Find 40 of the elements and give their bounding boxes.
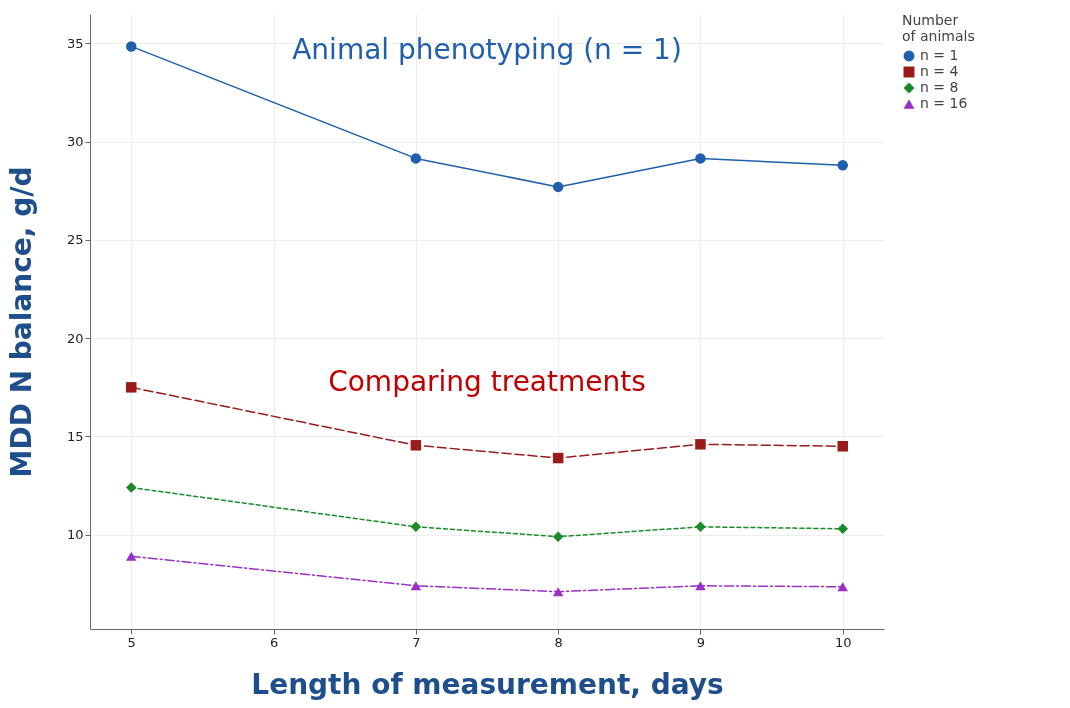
y-tick-label: 20: [66, 330, 84, 346]
annotation: Animal phenotyping (n = 1): [292, 32, 682, 66]
x-tick-label: 5: [127, 634, 136, 650]
y-tick-label: 10: [66, 527, 84, 543]
x-tick-label: 10: [834, 634, 852, 650]
y-tick-label: 30: [66, 134, 84, 150]
point: [837, 441, 848, 452]
x-tick-label: 9: [696, 634, 706, 650]
annotation: Comparing treatments: [328, 365, 646, 398]
legend-label: n = 4: [920, 63, 959, 79]
point: [552, 531, 564, 542]
point: [126, 482, 137, 493]
point: [126, 41, 137, 52]
point: [552, 587, 564, 597]
point: [695, 521, 706, 533]
point: [695, 581, 706, 591]
point: [695, 153, 706, 164]
point: [410, 581, 422, 591]
legend-label: n = 16: [920, 95, 968, 111]
point: [695, 439, 706, 450]
x-tick-label: 6: [269, 634, 279, 650]
point: [410, 440, 422, 451]
point: [552, 181, 564, 193]
x-axis-title: Length of measurement, days: [251, 667, 724, 701]
point: [126, 551, 137, 561]
legend-label: n = 1: [920, 47, 959, 63]
y-axis-title: MDD N balance, g/d: [4, 166, 38, 478]
point: [837, 160, 848, 171]
point: [126, 382, 137, 393]
point: [837, 523, 848, 535]
y-tick-label: 35: [66, 35, 84, 51]
point: [837, 582, 848, 592]
legend-label: n = 8: [920, 79, 959, 95]
point: [410, 153, 422, 164]
y-tick-label: 25: [66, 232, 84, 248]
point: [410, 521, 422, 533]
point: [552, 452, 564, 464]
y-tick-label: 15: [66, 428, 84, 444]
x-tick-label: 7: [412, 634, 421, 650]
x-tick-label: 8: [554, 634, 563, 650]
